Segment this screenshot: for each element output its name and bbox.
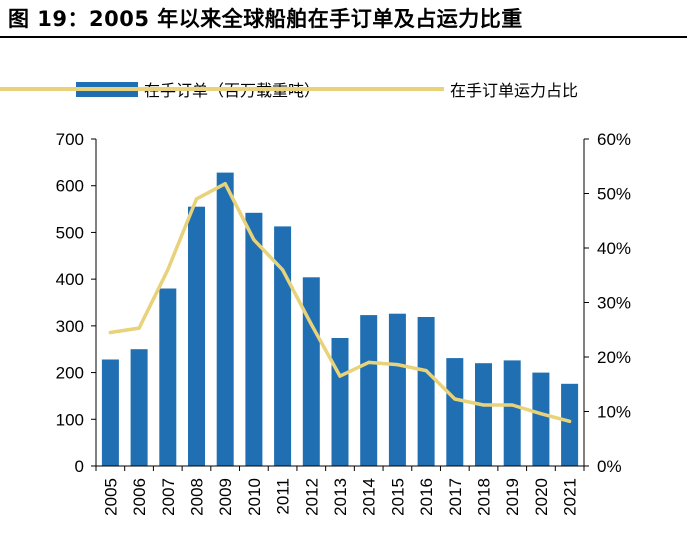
- x-tick-label-2019: 2019: [503, 478, 522, 516]
- x-tick-label-2015: 2015: [388, 478, 407, 516]
- right-axis-ticks: 0% 10% 20% 30% 40% 50% 60%: [584, 130, 631, 476]
- x-tick-label-2009: 2009: [216, 478, 235, 516]
- bar-2019: [503, 360, 521, 466]
- bar-2016: [417, 317, 435, 466]
- line-point-2013: [338, 374, 342, 378]
- right-tick-label: 10%: [597, 403, 631, 422]
- line-point-2017: [453, 397, 457, 401]
- line-point-2014: [367, 360, 371, 364]
- bars: [101, 172, 579, 466]
- x-tick-label-2007: 2007: [159, 478, 178, 516]
- x-tick-label-2013: 2013: [331, 478, 350, 516]
- bar-2008: [188, 206, 205, 466]
- left-tick-label: 400: [56, 270, 84, 289]
- bar-2010: [245, 212, 263, 466]
- right-tick-label: 60%: [597, 130, 631, 149]
- bar-2007: [159, 288, 177, 466]
- line-point-2010: [252, 238, 256, 242]
- x-tick-label-2010: 2010: [245, 478, 264, 516]
- x-tick-label-2011: 2011: [274, 478, 293, 515]
- line-point-2008: [194, 197, 199, 201]
- bar-2018: [475, 363, 492, 466]
- legend-label-line: 在手订单运力占比: [450, 81, 578, 100]
- left-tick-label: 600: [56, 177, 84, 196]
- left-axis-ticks: 0 100 200 300 400 500 600 700: [56, 130, 96, 476]
- left-tick-label: 100: [56, 410, 84, 429]
- line-point-2009: [223, 182, 227, 186]
- line-point-2020: [539, 412, 543, 416]
- x-tick-label-2017: 2017: [446, 478, 465, 516]
- bar-2006: [130, 349, 148, 466]
- x-tick-label-2018: 2018: [475, 478, 494, 516]
- x-tick-label-2020: 2020: [532, 478, 551, 516]
- x-tick-label-2014: 2014: [360, 478, 379, 516]
- line-point-2015: [395, 363, 399, 367]
- line-point-2006: [137, 326, 141, 330]
- left-tick-label: 300: [56, 317, 84, 336]
- left-tick-label: 0: [75, 457, 84, 476]
- bar-2012: [302, 277, 320, 466]
- line-point-2018: [481, 403, 486, 407]
- bar-2011: [274, 226, 292, 466]
- left-tick-label: 500: [56, 223, 84, 242]
- right-tick-label: 30%: [597, 294, 631, 313]
- x-axis-ticks: 2005 2006 2007 2008 2009 2010 2011 2012 2013 2014…: [95, 466, 585, 516]
- line-point-2019: [510, 403, 514, 407]
- x-tick-label-2005: 2005: [101, 478, 120, 516]
- left-tick-label: 700: [56, 130, 84, 149]
- figure-title: 图 19：2005 年以来全球船舶在手订单及占运力比重: [8, 7, 523, 31]
- x-tick-label-2012: 2012: [302, 478, 321, 516]
- x-tick-label-2016: 2016: [417, 478, 436, 516]
- bar-2021: [561, 383, 579, 466]
- legend: 在手订单（百万载重吨） 在手订单运力占比: [0, 81, 578, 100]
- bar-2014: [360, 315, 378, 466]
- right-tick-label: 20%: [597, 348, 631, 367]
- bar-2020: [532, 372, 550, 466]
- line-point-2021: [568, 419, 572, 423]
- line-point-2011: [281, 268, 285, 272]
- right-tick-label: 50%: [597, 185, 631, 204]
- bar-2017: [446, 358, 464, 466]
- line-point-2016: [424, 369, 428, 373]
- x-tick-label-2021: 2021: [561, 478, 580, 516]
- title-rule: [0, 36, 687, 38]
- bar-2009: [216, 172, 234, 466]
- line-point-2007: [166, 268, 170, 272]
- line-point-2005: [108, 330, 112, 335]
- right-tick-label: 0%: [597, 457, 622, 476]
- right-tick-label: 40%: [597, 239, 631, 258]
- share-line: [108, 181, 572, 424]
- x-tick-label-2008: 2008: [187, 478, 206, 516]
- bar-2015: [388, 313, 406, 466]
- x-tick-label-2006: 2006: [130, 478, 149, 516]
- bar-2005: [101, 359, 119, 466]
- bar-2013: [331, 338, 349, 466]
- line-point-2012: [309, 322, 313, 326]
- left-tick-label: 200: [56, 364, 84, 383]
